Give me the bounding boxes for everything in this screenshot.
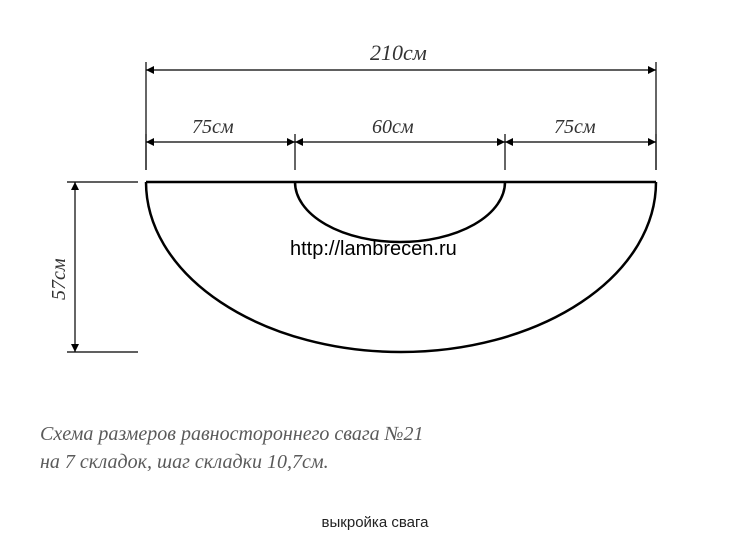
dim-segment-left-label: 75см	[192, 116, 234, 139]
dim-height-label: 57см	[48, 258, 71, 300]
dim-total-width-label: 210см	[370, 40, 427, 66]
sub-caption: выкройка свага	[0, 514, 750, 531]
caption-line-2: на 7 складок, шаг складки 10,7см.	[40, 448, 710, 476]
dim-segment-mid-label: 60см	[372, 116, 414, 139]
dim-segment-right-label: 75см	[554, 116, 596, 139]
watermark-url: http://lambrecen.ru	[290, 238, 457, 261]
caption-block: Схема размеров равностороннего свага №21…	[40, 420, 710, 476]
caption-line-1: Схема размеров равностороннего свага №21	[40, 420, 710, 448]
